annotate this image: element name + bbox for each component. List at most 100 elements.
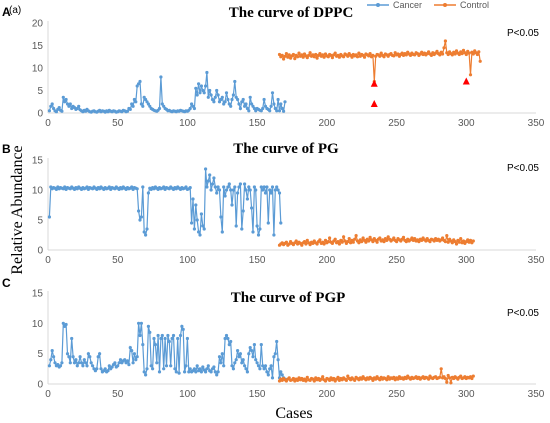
panel-a-cancer-point bbox=[216, 93, 220, 97]
panel-b-cancer-point bbox=[63, 185, 67, 189]
panel-c-control-point bbox=[360, 377, 364, 381]
panel-a-control-point bbox=[457, 52, 461, 57]
panel-b-cancer-point bbox=[240, 227, 244, 231]
panel-c-cancer-point bbox=[139, 321, 143, 325]
panel-b-cancer-point bbox=[139, 215, 143, 219]
panel-b-control-point bbox=[304, 242, 308, 246]
panel-a-cancer-point bbox=[57, 106, 61, 110]
panel-b-cancer-point bbox=[201, 224, 205, 228]
panel-c-cancer-point bbox=[49, 358, 53, 362]
panel-b-cancer-point bbox=[227, 182, 231, 186]
panel-a-control-point bbox=[453, 52, 457, 56]
panel-b-control-point bbox=[382, 240, 386, 244]
panel-a-cancer-point bbox=[269, 104, 273, 108]
panel-b-cancer-point bbox=[270, 185, 275, 189]
panel-c-cancer-point bbox=[213, 370, 217, 374]
panel-b-control-point bbox=[294, 239, 298, 243]
panel-b-cancer-point bbox=[262, 185, 266, 189]
panel-a-cancer-point bbox=[206, 95, 210, 99]
panel-a-cancer-point bbox=[137, 82, 141, 86]
panel-a-control-point bbox=[291, 52, 295, 57]
panel-c-control-point bbox=[443, 376, 447, 381]
panel-a-control-point bbox=[322, 55, 326, 59]
panel-b-cancer-point bbox=[144, 233, 148, 237]
panel-b-cancer-point bbox=[231, 188, 235, 192]
panel-a-y-tick-label: 15 bbox=[32, 41, 44, 52]
panel-b-control-point bbox=[424, 239, 428, 243]
panel-b-control-point bbox=[308, 243, 312, 247]
panel-c-cancer-point bbox=[167, 339, 171, 344]
panel-c-cancer-point bbox=[61, 321, 65, 325]
panel-a-cancer-point bbox=[128, 107, 132, 111]
panel-a-control-point bbox=[342, 55, 346, 59]
panel-c-cancer-point bbox=[255, 361, 259, 365]
panel-b-cancer-point bbox=[204, 167, 208, 171]
panel-c-cancer-point bbox=[247, 352, 251, 356]
panel-b-cancer-point bbox=[251, 230, 255, 234]
panel-b-cancer-point bbox=[238, 182, 242, 186]
panel-b-control-point bbox=[337, 242, 341, 246]
panel-c-cancer-point bbox=[155, 361, 159, 365]
panel-a-control-point bbox=[293, 57, 297, 61]
panel-a-highlight-marker bbox=[370, 100, 378, 107]
panel-c-cancer-point bbox=[75, 364, 79, 368]
panel-c-cancer-point bbox=[107, 364, 111, 368]
panel-b-control-point bbox=[428, 240, 432, 244]
panel-c-control-point bbox=[427, 377, 431, 381]
panel-a-y-tick-label: 5 bbox=[37, 86, 43, 97]
panel-a-control-point bbox=[283, 54, 287, 58]
panel-a-control-point bbox=[355, 55, 360, 59]
panel-c-control-point bbox=[332, 376, 336, 381]
panel-a-control-point bbox=[362, 55, 367, 59]
panel-a-cancer-point bbox=[237, 102, 241, 106]
panel-c-control-point bbox=[287, 376, 291, 380]
panel-a-cancer-point bbox=[283, 100, 287, 104]
panel-c-cancer-point bbox=[273, 352, 277, 356]
panel-a-cancer-point bbox=[277, 109, 282, 113]
panel-a-control-point bbox=[392, 54, 396, 58]
panel-c-control-point bbox=[371, 378, 375, 382]
panel-c-control-point bbox=[312, 379, 316, 383]
panel-c-cancer-point bbox=[58, 364, 63, 368]
panel-b-control-point bbox=[420, 238, 424, 242]
panel-a-cancer-point bbox=[248, 95, 252, 99]
panel-b-cancer-point bbox=[245, 197, 249, 201]
panel-b-control-point bbox=[371, 240, 375, 244]
panel-a-cancer-point bbox=[230, 97, 234, 102]
panel-a-cancer-point bbox=[259, 109, 263, 113]
panel-c-cancer-point bbox=[79, 361, 84, 365]
panel-a-cancer-point bbox=[236, 97, 240, 102]
panel-b-control-point bbox=[445, 234, 449, 238]
panel-b-control-point bbox=[357, 241, 361, 245]
y-axis-label: Relative Abundance bbox=[9, 145, 26, 274]
panel-b-control-point bbox=[323, 238, 328, 242]
panel-letter-a: A bbox=[2, 5, 11, 19]
panel-a-cancer-point bbox=[276, 97, 280, 102]
panel-a-x-tick-label: 350 bbox=[528, 118, 545, 129]
panel-b-y-tick-label: 15 bbox=[32, 156, 44, 167]
panel-c-cancer-point bbox=[118, 358, 123, 362]
panel-b-control-point bbox=[401, 235, 406, 239]
panel-c-cancer-point bbox=[72, 361, 77, 365]
panel-c-x-tick-label: 300 bbox=[458, 389, 475, 400]
panel-a-cancer-point bbox=[49, 104, 53, 108]
panel-b-control-point bbox=[441, 236, 445, 240]
panel-b-cancer-point bbox=[219, 215, 223, 219]
panel-c-cancer-point bbox=[142, 370, 146, 374]
panel-c-cancer-point bbox=[60, 361, 64, 365]
panel-a-cancer-point bbox=[231, 93, 235, 97]
panel-c-cancer-point bbox=[205, 367, 209, 371]
panel-b-cancer-point bbox=[273, 188, 277, 192]
panel-a-control-point bbox=[408, 53, 413, 58]
panel-a-cancer-point bbox=[50, 102, 54, 106]
panel-a-cancer-point bbox=[138, 79, 142, 84]
panel-a-control-point bbox=[321, 53, 325, 57]
panel-b-cancer-point bbox=[236, 191, 240, 195]
panel-a-control-point bbox=[330, 56, 334, 60]
panel-a-cancer-point bbox=[210, 97, 215, 102]
panel-a-cancer-point bbox=[204, 84, 208, 88]
panel-c-control-point bbox=[438, 375, 442, 379]
panel-a-x-tick-label: 150 bbox=[249, 118, 266, 129]
panel-a-cancer-point bbox=[77, 104, 81, 108]
panel-a-control-point bbox=[478, 59, 482, 63]
